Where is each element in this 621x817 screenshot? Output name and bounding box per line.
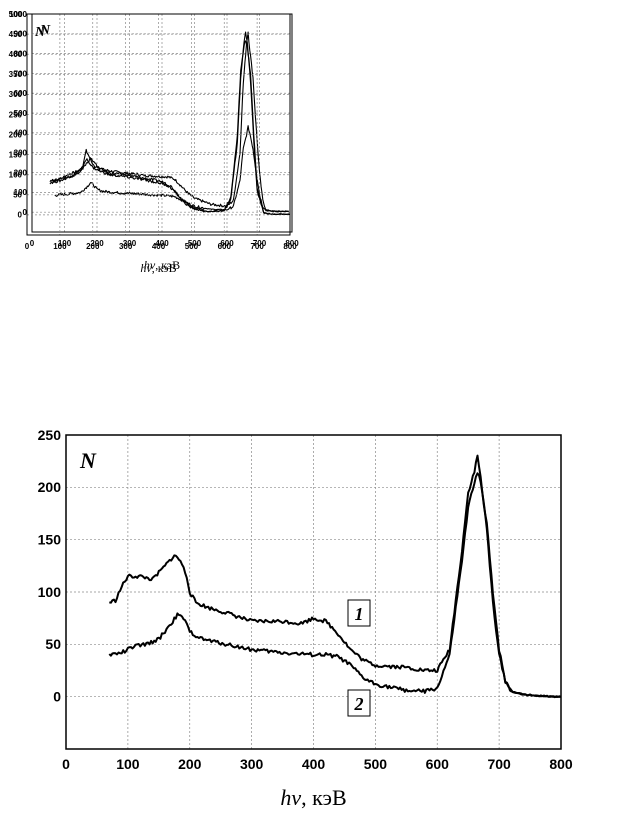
y-tick-label: 150 — [38, 532, 62, 548]
y-tick-label: 400 — [14, 129, 28, 138]
x-tick-label: 500 — [364, 756, 388, 772]
y-tick-label: 250 — [38, 427, 62, 443]
plot-frame — [26, 13, 291, 236]
series-line-1 — [54, 31, 289, 213]
x-axis-title-unit: , кэВ — [301, 785, 347, 810]
x-tick-label: 400 — [302, 756, 326, 772]
y-tick-label: 200 — [14, 168, 28, 177]
x-tick-label: 500 — [185, 242, 199, 251]
y-tick-label: 800 — [14, 49, 28, 58]
y-tick-label: 500 — [14, 109, 28, 118]
x-tick-label: 400 — [152, 242, 166, 251]
series-line-2 — [54, 125, 289, 213]
y-tick-label: 100 — [9, 171, 23, 180]
x-tick-label: 500 — [188, 239, 202, 248]
x-axis-title-symbol: hv — [280, 785, 301, 810]
x-tick-label: 700 — [253, 239, 267, 248]
x-axis-title: hv, кэВ — [140, 261, 176, 275]
y-tick-label: 50 — [45, 636, 61, 652]
y-tick-label: 500 — [9, 10, 23, 19]
x-tick-label: 100 — [58, 239, 72, 248]
y-tick-label: 0 — [18, 211, 23, 220]
curve-label-box — [347, 689, 371, 717]
y-tick-label: 0 — [23, 208, 28, 217]
y-tick-label: 200 — [38, 479, 62, 495]
y-tick-label: 300 — [14, 149, 28, 158]
y-tick-label: 0 — [53, 689, 61, 705]
x-axis-title-unit: , кэВ — [155, 258, 180, 272]
x-tick-label: 100 — [53, 242, 67, 251]
y-tick-label: 200 — [9, 130, 23, 139]
spectrum-chart-main: 0 100 200 300 400 500 600 700 800 0 50 100 150 200 250… — [38, 427, 573, 810]
curve-label-box — [347, 599, 371, 627]
x-tick-label: 800 — [285, 239, 299, 248]
x-axis-title-unit: , кэВ — [152, 261, 177, 275]
y-tick-label: 250 — [9, 110, 23, 119]
x-tick-label: 600 — [218, 242, 232, 251]
y-tick-label: 700 — [14, 69, 28, 78]
x-tick-label: 0 — [25, 242, 30, 251]
y-tick-label: 900 — [14, 30, 28, 39]
spectrum-chart-top-right: 0 100 200 300 400 500 600 700 800050100150200250… — [9, 10, 298, 275]
y-tick-label: 600 — [14, 89, 28, 98]
x-axis-title: hv, кэВ — [144, 258, 180, 272]
x-tick-label: 400 — [155, 239, 169, 248]
y-tick-label: 100 — [38, 584, 62, 600]
x-axis-title-symbol: hv — [144, 258, 156, 272]
y-tick-label: 350 — [9, 70, 23, 79]
curve-label-1: 1 — [355, 604, 364, 624]
x-tick-label: 0 — [30, 239, 35, 248]
x-axis-title: hv, кэВ — [280, 785, 346, 810]
x-tick-label: 300 — [119, 242, 133, 251]
series-line-2 — [49, 40, 291, 216]
x-tick-label: 600 — [220, 239, 234, 248]
y-tick-label: 400 — [9, 50, 23, 59]
x-tick-label: 800 — [283, 242, 297, 251]
plot-frame — [65, 434, 562, 750]
x-tick-label: 0 — [62, 756, 70, 772]
y-tick-label: 150 — [9, 150, 23, 159]
series-line-2 — [108, 472, 562, 699]
y-axis-title: N — [79, 448, 97, 473]
y-tick-label: 300 — [9, 90, 23, 99]
x-tick-label: 200 — [90, 239, 104, 248]
x-tick-label: 300 — [123, 239, 137, 248]
x-tick-label: 700 — [250, 242, 264, 251]
curve-label-2: 2 — [354, 694, 364, 714]
y-tick-label: 100 — [14, 188, 28, 197]
y-axis-title: N — [34, 25, 46, 40]
x-tick-label: 200 — [86, 242, 100, 251]
y-tick-label: 1000 — [9, 10, 27, 19]
series-line-1 — [109, 454, 562, 698]
x-tick-label: 800 — [549, 756, 573, 772]
x-tick-label: 700 — [487, 756, 511, 772]
y-tick-label: 450 — [9, 30, 23, 39]
x-tick-label: 600 — [426, 756, 450, 772]
x-axis-title-symbol: hv — [140, 261, 152, 275]
x-tick-label: 300 — [240, 756, 264, 772]
x-tick-label: 100 — [116, 756, 140, 772]
y-tick-label: 50 — [13, 191, 22, 200]
x-tick-label: 200 — [178, 756, 202, 772]
